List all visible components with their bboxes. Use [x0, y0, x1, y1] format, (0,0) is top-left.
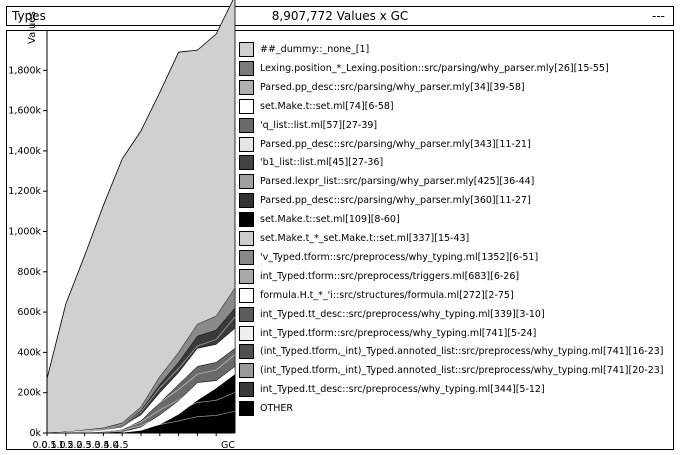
legend-swatch — [239, 60, 254, 76]
legend-swatch — [239, 174, 254, 190]
legend-swatch — [239, 344, 254, 360]
legend-swatch — [239, 98, 254, 114]
legend-swatch — [239, 287, 254, 303]
x-tick-label: 2.0 — [67, 440, 82, 451]
legend-label: int_Typed.tform::src/preprocess/why_typi… — [260, 327, 537, 339]
legend-label: OTHER — [260, 403, 294, 415]
legend-label: ##_dummy::_none_[1] — [260, 44, 370, 55]
legend-label: int_Typed.tt_desc::src/preprocess/why_ty… — [260, 384, 545, 396]
x-tick-label: 0.0 — [32, 440, 47, 451]
legend-item[interactable]: 'b1_list::list.ml[45][27-36] — [239, 155, 669, 171]
legend-swatch — [239, 268, 254, 284]
legend-swatch — [239, 325, 254, 341]
legend-item[interactable]: Lexing.position_*_Lexing.position::src/p… — [239, 60, 669, 77]
legend-swatch — [239, 79, 254, 95]
y-tick-label: 400k — [17, 347, 41, 358]
y-tick-label: 1,400k — [8, 146, 41, 157]
legend-item[interactable]: int_Typed.tform::src/preprocess/triggers… — [239, 268, 669, 285]
title-bar: Types 8,907,772 Values x GC --- — [6, 6, 674, 26]
legend-item[interactable]: set.Make.t::set.ml[109][8-60] — [239, 212, 669, 228]
legend-item[interactable]: set.Make.t_*_set.Make.t::set.ml[337][15-… — [239, 231, 669, 247]
legend-label: 'v_Typed.tform::src/preprocess/why_typin… — [260, 251, 539, 263]
legend-item[interactable]: Parsed.pp_desc::src/parsing/why_parser.m… — [239, 193, 669, 209]
x-tick-label: 1.0 — [50, 440, 65, 451]
legend-swatch — [239, 117, 254, 133]
legend-item[interactable]: formula.H.t_*_'i::src/structures/formula… — [239, 287, 669, 304]
legend-swatch — [239, 136, 254, 152]
y-axis-label: Values — [27, 11, 38, 44]
legend-label: Parsed.pp_desc::src/parsing/why_parser.m… — [260, 138, 531, 150]
legend-item[interactable]: 'q_list::list.ml[57][27-39] — [239, 117, 669, 134]
legend-swatch — [239, 382, 254, 398]
y-tick-label: 200k — [17, 388, 41, 399]
legend-label: Lexing.position_*_Lexing.position::src/p… — [260, 62, 609, 74]
area-series-line-3 — [46, 354, 236, 434]
legend-label: Parsed.pp_desc::src/parsing/why_parser.m… — [260, 81, 525, 93]
legend-swatch — [239, 306, 254, 322]
legend-item[interactable]: Parsed.lexpr_list::src/parsing/why_parse… — [239, 174, 669, 190]
legend-swatch — [239, 249, 254, 265]
legend-swatch — [239, 193, 254, 209]
legend-swatch — [239, 401, 254, 417]
x-tick-label: GC — [221, 440, 235, 451]
legend-item[interactable]: int_Typed.tt_desc::src/preprocess/why_ty… — [239, 382, 669, 398]
y-tick-label: 1,200k — [8, 186, 41, 197]
legend-label: int_Typed.tform::src/preprocess/triggers… — [260, 270, 520, 282]
legend-label: set.Make.t_*_set.Make.t::set.ml[337][15-… — [260, 233, 470, 244]
y-tick-label: 800k — [17, 267, 41, 278]
legend-item[interactable]: Parsed.pp_desc::src/parsing/why_parser.m… — [239, 79, 669, 96]
legend-label: Parsed.lexpr_list::src/parsing/why_parse… — [260, 176, 535, 188]
x-tick-label: 3.0 — [85, 440, 100, 451]
area-series-line-5 — [46, 316, 236, 434]
legend-item[interactable]: (int_Typed.tform,_int)_Typed.annoted_lis… — [239, 363, 669, 379]
chart-frame — [6, 30, 674, 450]
legend-label: 'b1_list::list.ml[45][27-36] — [260, 157, 384, 169]
legend-item[interactable]: Parsed.pp_desc::src/parsing/why_parser.m… — [239, 136, 669, 153]
legend-label: int_Typed.tt_desc::src/preprocess/why_ty… — [260, 308, 545, 320]
x-tick-label: 4.0 — [103, 440, 118, 451]
legend-swatch — [239, 155, 254, 171]
x-tick-label: 3.5 — [94, 440, 109, 451]
legend-item[interactable]: ##_dummy::_none_[1] — [239, 42, 669, 58]
legend-swatch — [239, 363, 254, 379]
legend-item[interactable]: (int_Typed.tform,_int)_Typed.annoted_lis… — [239, 344, 669, 360]
x-tick-label: 0.5 — [41, 440, 56, 451]
y-tick-label: 1,000k — [8, 227, 41, 238]
legend-label: (int_Typed.tform,_int)_Typed.annoted_lis… — [260, 346, 664, 358]
area-series-line-4 — [46, 335, 236, 434]
legend-item[interactable]: OTHER — [239, 401, 669, 417]
legend-label: Parsed.pp_desc::src/parsing/why_parser.m… — [260, 195, 531, 207]
values-summary-label: 8,907,772 Values x GC — [271, 9, 409, 23]
types-label: Types — [12, 9, 46, 23]
y-tick-label: 1,800k — [8, 65, 41, 76]
x-tick-label: 4.5 — [113, 440, 128, 451]
legend-label: (int_Typed.tform,_int)_Typed.annoted_lis… — [260, 365, 664, 377]
y-tick-label: 0k — [29, 428, 41, 439]
area-series-line-1 — [46, 392, 236, 434]
menu-indicator[interactable]: --- — [652, 9, 665, 23]
legend-item[interactable]: int_Typed.tform::src/preprocess/why_typi… — [239, 325, 669, 342]
legend-label: set.Make.t::set.ml[109][8-60] — [260, 214, 400, 226]
x-tick-label: 1.5 — [58, 440, 73, 451]
area-series-line-2 — [46, 373, 236, 434]
y-tick-label: 600k — [17, 307, 41, 318]
legend-swatch — [239, 42, 254, 57]
legend-label: set.Make.t::set.ml[74][6-58] — [260, 100, 394, 112]
y-tick-label: 1,600k — [8, 106, 41, 117]
x-tick-label: 2.5 — [76, 440, 91, 451]
legend-item[interactable]: set.Make.t::set.ml[74][6-58] — [239, 98, 669, 115]
legend-swatch — [239, 212, 254, 228]
legend-label: 'q_list::list.ml[57][27-39] — [260, 119, 378, 131]
legend-label: formula.H.t_*_'i::src/structures/formula… — [260, 289, 514, 301]
legend-swatch — [239, 231, 254, 246]
legend-item[interactable]: int_Typed.tt_desc::src/preprocess/why_ty… — [239, 306, 669, 323]
legend-item[interactable]: 'v_Typed.tform::src/preprocess/why_typin… — [239, 249, 669, 266]
